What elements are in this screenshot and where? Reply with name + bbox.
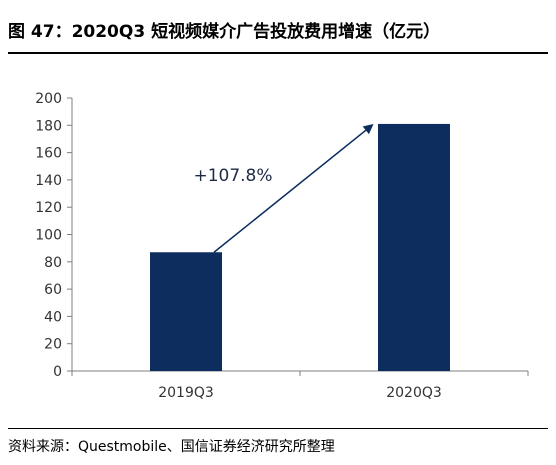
x-tick-label: 2020Q3 [386,385,442,401]
bar-2020Q3 [378,123,450,371]
bar-2019Q3 [150,252,222,371]
y-tick-label: 40 [44,309,62,325]
title-rule [8,52,548,54]
growth-annotation: +107.8% [193,166,272,186]
y-tick-label: 80 [44,255,62,271]
y-tick-label: 100 [35,228,62,244]
source-rule [8,428,548,429]
y-tick-label: 180 [35,118,62,134]
figure-title: 图 47：2020Q3 短视频媒介广告投放费用增速（亿元） [8,22,441,42]
y-tick-label: 160 [35,146,62,162]
y-tick-label: 140 [35,173,62,189]
y-tick-label: 60 [44,282,62,298]
growth-arrow [213,124,374,253]
y-tick-label: 20 [44,337,62,353]
y-tick-label: 200 [35,91,62,107]
x-tick-label: 2019Q3 [158,385,214,401]
bar-chart: 0 20 40 60 80 100 120 140 160 180 200 2019Q3 2020Q3 +… [35,91,529,401]
source-note: 资料来源：Questmobile、国信证券经济研究所整理 [8,439,335,455]
y-tick-label: 0 [53,364,62,380]
y-tick-label: 120 [35,200,62,216]
